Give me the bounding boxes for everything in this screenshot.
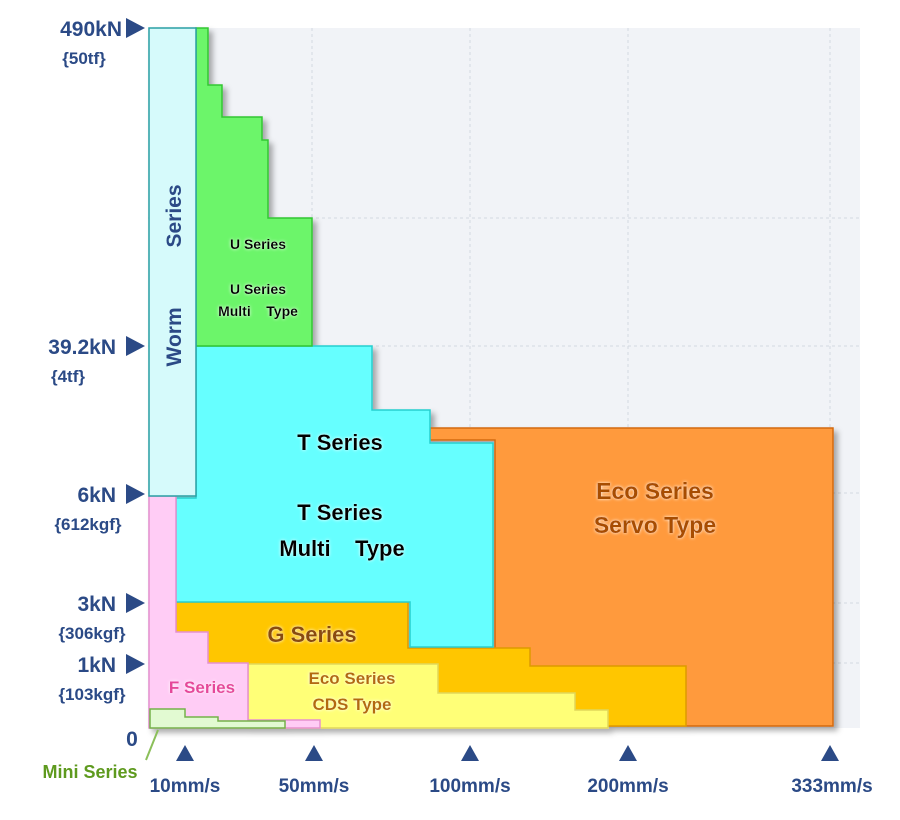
label-worm-series-line1: Worm (163, 307, 186, 366)
y-tick-label: 6kN (77, 484, 116, 507)
y-tick-sublabel: {612kgf} (54, 515, 121, 534)
y-axis: 490kN {50tf} 39.2kN {4tf} 6kN {612kgf} 3… (48, 18, 145, 751)
y-tick-label: 39.2kN (48, 336, 116, 359)
x-tick-marker (176, 745, 194, 761)
x-tick-marker (619, 745, 637, 761)
y-tick-label: 1kN (77, 654, 116, 677)
region-eco-cds (247, 663, 609, 729)
label-worm-series: Worm Series (163, 184, 186, 366)
label-worm-series-line2: Series (163, 184, 186, 247)
x-tick-marker (305, 745, 323, 761)
y-tick-label: 0 (126, 728, 138, 751)
y-tick-marker (126, 336, 145, 356)
x-axis: 10mm/s 50mm/s 100mm/s 200mm/s 333mm/s (150, 745, 873, 797)
x-tick-label: 100mm/s (429, 776, 510, 797)
label-t-series-multi-line1: T Series (297, 500, 383, 525)
x-tick-marker (461, 745, 479, 761)
y-tick-sublabel: {306kgf} (58, 624, 125, 643)
label-f-series: F Series (169, 678, 235, 697)
y-tick-marker (126, 18, 145, 38)
region-mini-series (149, 708, 286, 729)
y-tick-sublabel: {4tf} (51, 367, 85, 386)
y-tick-sublabel: {103kgf} (58, 685, 125, 704)
label-g-series: G Series (267, 622, 356, 647)
x-tick-label: 10mm/s (150, 776, 221, 797)
x-tick-label: 200mm/s (587, 776, 668, 797)
y-tick-marker (126, 593, 145, 613)
label-u-series-multi-line1: U Series (230, 281, 286, 297)
region-u-series (195, 27, 313, 347)
x-tick-label: 50mm/s (279, 776, 350, 797)
y-tick-marker (126, 484, 145, 504)
y-tick-label: 490kN (60, 18, 122, 41)
label-mini-series: Mini Series (42, 762, 137, 782)
y-tick-sublabel: {50tf} (62, 49, 106, 68)
label-u-series: U Series (230, 236, 286, 252)
region-worm-series (148, 27, 197, 497)
regions (148, 27, 834, 729)
label-eco-cds-line1: Eco Series (309, 669, 396, 688)
x-tick-label: 333mm/s (791, 776, 872, 797)
label-eco-servo-line1: Eco Series (596, 478, 714, 504)
label-t-series-multi-line2: Multi Type (279, 536, 404, 561)
mini-series-pointer (145, 729, 159, 761)
label-eco-cds-line2: CDS Type (312, 695, 391, 714)
label-u-series-multi-line2: Multi Type (218, 303, 298, 319)
y-tick-marker (126, 654, 145, 674)
y-tick-label: 3kN (77, 593, 116, 616)
x-tick-marker (821, 745, 839, 761)
label-eco-servo-line2: Servo Type (594, 512, 716, 538)
label-t-series: T Series (297, 430, 383, 455)
